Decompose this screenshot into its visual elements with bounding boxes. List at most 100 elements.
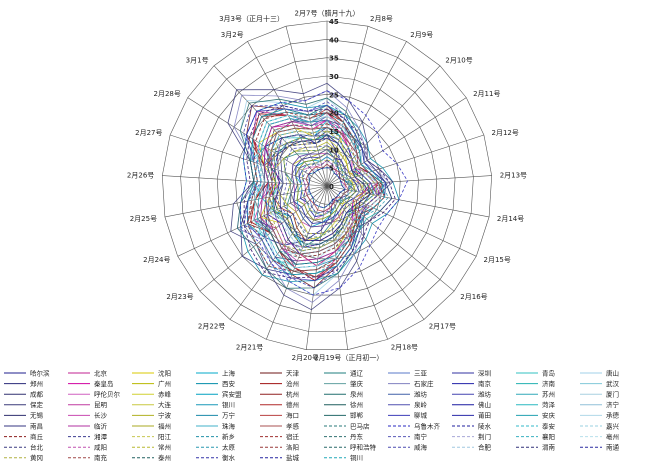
- series-line: [246, 108, 386, 276]
- legend-label: 万宁: [222, 411, 236, 420]
- legend-label: 三亚: [414, 369, 428, 377]
- grid-spoke: [326, 185, 425, 320]
- radial-tick-label: 10: [329, 146, 339, 154]
- radial-tick-label: 20: [329, 110, 339, 118]
- series-line: [270, 134, 371, 245]
- radial-tick-label: 15: [329, 128, 339, 136]
- spoke-label: 2月10号: [445, 56, 472, 64]
- spoke-label: 2月12号: [492, 129, 519, 137]
- legend-label: 菏泽: [542, 400, 556, 409]
- legend-label: 威海: [414, 443, 428, 452]
- legend-label: 安庆: [542, 411, 556, 420]
- series-line: [283, 145, 364, 235]
- spoke-label: 2月15号: [484, 256, 511, 264]
- grid-spoke: [164, 185, 328, 218]
- grid-spoke: [326, 134, 484, 187]
- legend-label: 广州: [158, 379, 171, 388]
- legend-label: 乌鲁木齐: [414, 421, 441, 430]
- grid-spoke: [326, 185, 348, 350]
- spoke-label: 2月9号: [410, 31, 433, 39]
- legend-label: 宁波: [158, 411, 172, 420]
- grid-spoke: [326, 185, 477, 257]
- series-line: [266, 126, 386, 255]
- legend-label: 保定: [30, 400, 44, 409]
- legend-label: 西安: [222, 379, 236, 388]
- series-line: [274, 137, 368, 242]
- legend-label: 邯郸: [350, 412, 364, 420]
- legend-label: 泉岭: [414, 400, 428, 409]
- legend-label: 泰安: [542, 421, 556, 430]
- legend-label: 秦皇岛: [94, 379, 114, 388]
- legend-label: 深圳: [478, 368, 491, 377]
- grid-ring-10: [290, 148, 364, 223]
- legend-label: 衡水: [222, 453, 236, 462]
- legend-label: 杭州: [286, 390, 299, 399]
- radial-tick-label: 35: [329, 55, 339, 63]
- legend-label: 苏州: [542, 390, 555, 399]
- series-line: [304, 163, 350, 212]
- legend-label: 潍坊: [478, 390, 492, 399]
- spoke-label: 2月23号: [166, 293, 193, 301]
- legend-label: 阳江: [158, 432, 172, 441]
- spoke-label: 2月8号: [370, 15, 393, 23]
- legend-label: 盐城: [286, 453, 300, 462]
- grid-spoke: [326, 41, 407, 187]
- radial-tick-label: 25: [329, 91, 339, 99]
- legend-label: 佛山: [478, 400, 491, 409]
- legend-label: 济南: [542, 379, 556, 388]
- radial-tick-labels: 0 5 10 15 20 25 30 35 40 45: [329, 18, 339, 191]
- legend-label: 厦门: [606, 390, 619, 399]
- radial-tick-label: 45: [329, 18, 339, 26]
- legend-label: 大连: [158, 400, 172, 409]
- legend-label: 合肥: [478, 443, 492, 452]
- grid-spoke: [285, 26, 328, 187]
- legend-label: 长沙: [94, 411, 108, 420]
- legend-label: 新乡: [222, 432, 235, 441]
- legend-label: 丹东: [350, 432, 364, 441]
- legend-label: 襄阳: [542, 432, 555, 441]
- grid-spoke: [266, 185, 328, 340]
- legend-label: 银川: [222, 400, 235, 409]
- legend-label: 珠海: [222, 421, 236, 430]
- legend-label: 黄冈: [30, 453, 43, 462]
- spoke-label: 2月28号: [154, 90, 181, 98]
- series-line: [270, 130, 378, 252]
- legend-label: 嘉兴: [606, 421, 620, 430]
- legend-label: 洛阳: [286, 443, 299, 452]
- series-line: [242, 101, 387, 289]
- legend-label: 宾安盟: [222, 390, 242, 399]
- series-line: [256, 118, 386, 265]
- legend-label: 沈阳: [158, 368, 171, 377]
- grid-spoke: [326, 26, 369, 187]
- legend-label: 太原: [222, 443, 236, 452]
- grid-spoke: [326, 65, 441, 187]
- legend-label: 潍坊: [414, 390, 428, 399]
- legend-label: 铜川: [350, 453, 363, 462]
- grid-spoke: [187, 97, 328, 187]
- spoke-label: 2月27号: [135, 129, 162, 137]
- radar-grid: [161, 20, 493, 351]
- legend-label: 武汉: [606, 379, 620, 388]
- grid-spoke: [162, 175, 328, 187]
- grid-spoke: [326, 175, 492, 187]
- series-line: [263, 123, 386, 259]
- legend-label: 巴马店: [350, 421, 370, 430]
- legend-label: 宿迁: [286, 432, 300, 441]
- grid-spoke: [306, 185, 328, 350]
- spoke-label: 2月11号: [473, 90, 500, 98]
- spoke-label: 2月20号: [292, 354, 319, 362]
- spoke-label: 2月14号: [497, 215, 524, 223]
- legend-label: 唐山: [606, 368, 619, 377]
- grid-spoke: [326, 97, 467, 187]
- legend-label: 常州: [158, 443, 171, 452]
- legend-label: 天津: [286, 369, 300, 377]
- spoke-labels: 2月7号（腊月十九） 2月8号 2月9号 2月10号 2月11号 2月12号 2月13号 2月…: [127, 9, 527, 363]
- legend-label: 南昌: [30, 421, 43, 430]
- grid-spoke: [229, 185, 328, 320]
- spoke-label: 2月18号: [391, 343, 418, 351]
- legend-label: 荆门: [478, 432, 491, 441]
- spoke-label: 2月25号: [130, 215, 157, 223]
- legend-label: 通辽: [350, 368, 364, 377]
- legend-label: 商丘: [30, 432, 44, 441]
- grid-ring-30: [216, 75, 438, 296]
